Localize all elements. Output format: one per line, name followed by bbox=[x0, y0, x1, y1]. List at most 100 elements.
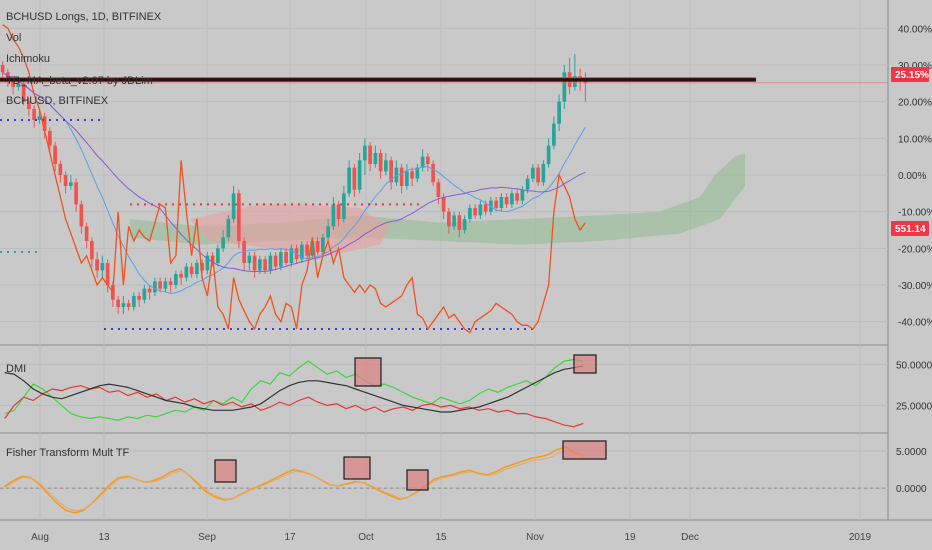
candle-body bbox=[74, 182, 78, 205]
candle-body bbox=[399, 167, 404, 186]
candle-body bbox=[168, 281, 173, 285]
legend-title[interactable]: BCHUSD Longs, 1D, BITFINEX bbox=[6, 11, 162, 23]
dmi-minus-line bbox=[4, 385, 584, 428]
price-axis[interactable]: 40.00% 30.00% 20.00% 10.00% 0.00% -10.00% -20.… bbox=[896, 24, 932, 495]
candle-body bbox=[300, 244, 304, 260]
candle-body bbox=[142, 288, 147, 300]
legend-ichimoku[interactable]: Ichimoku bbox=[6, 53, 50, 65]
candle-body bbox=[205, 255, 210, 271]
candle-body bbox=[305, 244, 309, 256]
fisher-tick-label: 5.0000 bbox=[896, 447, 927, 458]
candle-body bbox=[163, 281, 168, 289]
candle-body bbox=[147, 288, 152, 293]
candle-body bbox=[504, 197, 509, 205]
candle-body bbox=[21, 83, 26, 102]
y-tick-label: 20.00% bbox=[898, 98, 932, 109]
candle-body bbox=[258, 259, 262, 271]
candle-body bbox=[121, 303, 126, 307]
candle-body bbox=[384, 160, 388, 172]
candle-body bbox=[268, 255, 273, 271]
candle-body bbox=[37, 116, 42, 120]
candle-body bbox=[531, 167, 535, 179]
highlight-box bbox=[354, 357, 382, 387]
candle-body bbox=[137, 296, 141, 300]
candle-body bbox=[331, 204, 336, 227]
candle-body bbox=[342, 193, 346, 219]
y-tick-label: -20.00% bbox=[898, 244, 932, 255]
candle-body bbox=[357, 160, 362, 190]
main-lines bbox=[0, 24, 888, 334]
candle-body bbox=[95, 259, 99, 271]
candle-body bbox=[252, 255, 257, 271]
candle-body bbox=[100, 263, 105, 271]
candle-body bbox=[158, 281, 162, 289]
legend-vol[interactable]: Vol bbox=[6, 32, 21, 44]
candle-body bbox=[226, 219, 231, 238]
candle-body bbox=[16, 83, 21, 87]
candle-body bbox=[310, 241, 315, 256]
candle-body bbox=[153, 281, 157, 293]
dmi-lines bbox=[4, 358, 584, 428]
x-tick-label: Dec bbox=[681, 532, 699, 543]
legend-td-ma[interactable]: TD_MA_beta_v2.07 by JDLim bbox=[6, 75, 153, 87]
candle-body bbox=[426, 156, 430, 164]
candle-body bbox=[483, 204, 488, 212]
candle-body bbox=[79, 204, 84, 227]
fisher-trigger-line bbox=[6, 449, 586, 512]
x-tick-label: Oct bbox=[358, 532, 374, 543]
candle-body bbox=[90, 241, 94, 260]
y-tick-label: -10.00% bbox=[898, 208, 932, 219]
candle-body bbox=[536, 167, 540, 183]
x-tick-label: Aug bbox=[31, 532, 49, 543]
candle-body bbox=[478, 204, 483, 216]
candle-body bbox=[27, 101, 31, 109]
candle-body bbox=[389, 160, 393, 183]
candle-body bbox=[237, 193, 241, 241]
candle-body bbox=[431, 164, 435, 183]
candle-body bbox=[415, 167, 420, 179]
highlight-boxes bbox=[214, 354, 607, 491]
candle-body bbox=[216, 248, 220, 263]
x-tick-label: 19 bbox=[624, 532, 636, 543]
candle-body bbox=[321, 237, 325, 252]
candle-body bbox=[105, 263, 110, 285]
x-tick-label: 15 bbox=[435, 532, 447, 543]
candle-body bbox=[221, 237, 225, 249]
candle-body bbox=[279, 252, 283, 267]
candle-body bbox=[347, 167, 351, 194]
candle-body bbox=[84, 226, 89, 241]
candle-body bbox=[284, 252, 288, 263]
candle-body bbox=[468, 208, 472, 219]
candle-body bbox=[53, 145, 57, 164]
candle-body bbox=[273, 255, 278, 267]
candle-body bbox=[179, 274, 183, 278]
candle-body bbox=[174, 274, 178, 285]
y-tick-label: 40.00% bbox=[898, 24, 932, 35]
candle-body bbox=[410, 171, 414, 179]
candle-body bbox=[405, 171, 409, 186]
candle-body bbox=[473, 208, 477, 216]
candle-body bbox=[263, 259, 267, 271]
y-tick-label: -30.00% bbox=[898, 281, 932, 292]
time-axis[interactable]: Aug 13 Sep 17 Oct 15 Nov 19 Dec 2019 bbox=[31, 532, 871, 543]
candle-body bbox=[126, 303, 131, 307]
candle-body bbox=[494, 200, 498, 208]
dmi-pane-title[interactable]: DMI bbox=[6, 363, 26, 375]
candle-body bbox=[457, 215, 462, 230]
price-tag-label: 551.14 bbox=[895, 224, 926, 235]
candle-body bbox=[231, 193, 236, 219]
candle-body bbox=[378, 153, 383, 172]
candle-body bbox=[462, 219, 467, 230]
x-tick-label: Nov bbox=[526, 532, 544, 543]
x-tick-label: 2019 bbox=[849, 532, 872, 543]
fisher-pane-title[interactable]: Fisher Transform Mult TF bbox=[6, 447, 130, 459]
candle-body bbox=[510, 193, 514, 205]
legend-bchusd[interactable]: BCHUSD, BITFINEX bbox=[6, 95, 109, 107]
fisher-line bbox=[3, 446, 584, 514]
x-tick-label: 17 bbox=[284, 532, 296, 543]
candle-body bbox=[452, 215, 456, 227]
candle-body bbox=[289, 248, 294, 263]
candle-body bbox=[520, 189, 525, 201]
green-cloud bbox=[130, 153, 745, 245]
